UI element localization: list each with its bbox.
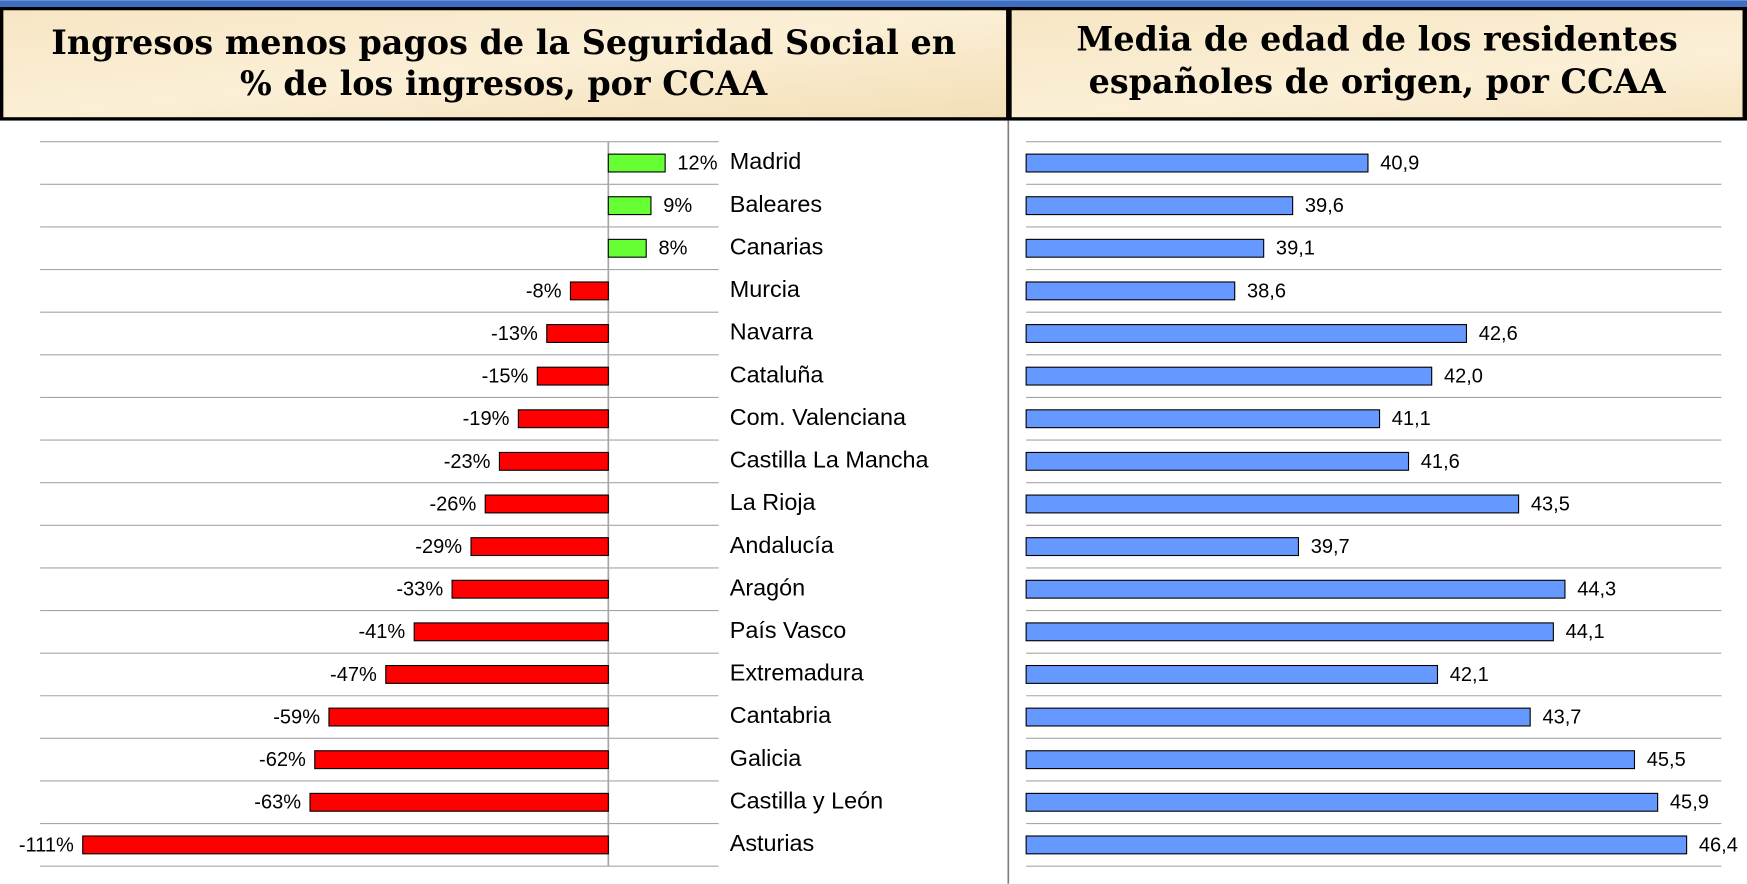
value-label: 43,7 [1542,706,1581,728]
bar [328,707,609,727]
bar [1025,451,1410,471]
value-label: -29% [415,536,462,558]
category-label: Murcia [730,276,800,302]
value-label: -33% [396,579,443,601]
bar [1025,281,1236,301]
category-label: País Vasco [730,617,846,643]
category-label: Andalucía [730,532,834,558]
value-label: -26% [429,493,476,515]
bar [1025,366,1433,386]
bar [1025,409,1381,429]
value-label: 42,6 [1479,323,1518,345]
value-label: -19% [463,408,510,430]
value-label: 39,6 [1305,195,1344,217]
header-left [0,6,1010,121]
bar [1025,579,1566,599]
bar [1025,238,1265,258]
value-label: -111% [19,834,74,856]
bar [569,281,609,301]
bar [498,451,609,471]
value-label: 44,3 [1577,579,1616,601]
bar [546,324,609,343]
category-label: Galicia [730,745,801,771]
bar [1025,664,1439,684]
value-label: 9% [663,195,692,217]
bar [309,792,609,812]
bar [1025,622,1554,642]
value-label: -41% [358,621,405,643]
bar [1025,792,1659,812]
value-label: -15% [482,366,529,388]
category-label: Castilla La Mancha [730,447,929,473]
value-label: 12% [677,152,717,174]
value-label: -62% [259,749,306,771]
category-label: Canarias [730,233,824,259]
value-label: 45,9 [1670,792,1709,814]
value-label: 44,1 [1566,621,1605,643]
value-label: 8% [658,238,687,260]
value-label: 42,0 [1444,366,1483,388]
value-label: -63% [254,792,301,814]
bar [314,750,609,770]
bar [82,835,609,855]
value-label: 42,1 [1450,664,1489,686]
chart-title: Media de edad de los residentes [1076,19,1677,58]
chart-title: españoles de origen, por CCAA [1089,62,1667,101]
value-label: -13% [491,323,538,345]
bar [607,196,652,216]
value-label: 38,6 [1247,280,1286,302]
category-label: Cantabria [730,702,831,728]
header-right [1008,6,1747,121]
bar [607,238,647,258]
chart-title: Ingresos menos pagos de la Seguridad Soc… [51,23,956,62]
category-label: Baleares [730,191,822,217]
bar [517,409,609,429]
bar [1025,153,1369,173]
category-label: Madrid [730,148,801,174]
bar [607,153,666,173]
chart-title: % de los ingresos, por CCAA [240,64,768,103]
value-label: 39,1 [1276,238,1315,260]
bar [470,537,609,557]
header-edge [1742,8,1747,119]
bar [484,494,609,514]
value-label: 43,5 [1531,493,1570,515]
bar [1025,537,1299,557]
category-label: Castilla y León [730,787,883,813]
bar [536,366,609,386]
bar [1025,707,1531,727]
top-strip [0,0,1747,7]
category-label: Extremadura [730,660,864,686]
value-label: -23% [444,451,491,473]
category-label: La Rioja [730,489,816,515]
value-label: 41,1 [1392,408,1431,430]
value-label: 46,4 [1699,834,1738,856]
value-label: 40,9 [1380,152,1419,174]
bar [1025,324,1468,343]
category-label: Navarra [730,319,813,345]
value-label: -47% [330,664,377,686]
bar [1025,750,1636,770]
category-label: Asturias [730,830,814,856]
bar [385,664,609,684]
category-label: Com. Valenciana [730,404,906,430]
value-label: 45,5 [1647,749,1686,771]
value-label: 39,7 [1311,536,1350,558]
category-label: Cataluña [730,361,824,387]
value-label: -59% [273,706,320,728]
category-label: Aragón [730,574,805,600]
bar [1025,494,1520,514]
value-label: -8% [526,280,562,302]
bar [413,622,609,642]
bar [1025,835,1688,855]
bar [451,579,609,599]
bar [1025,196,1294,216]
value-label: 41,6 [1421,451,1460,473]
